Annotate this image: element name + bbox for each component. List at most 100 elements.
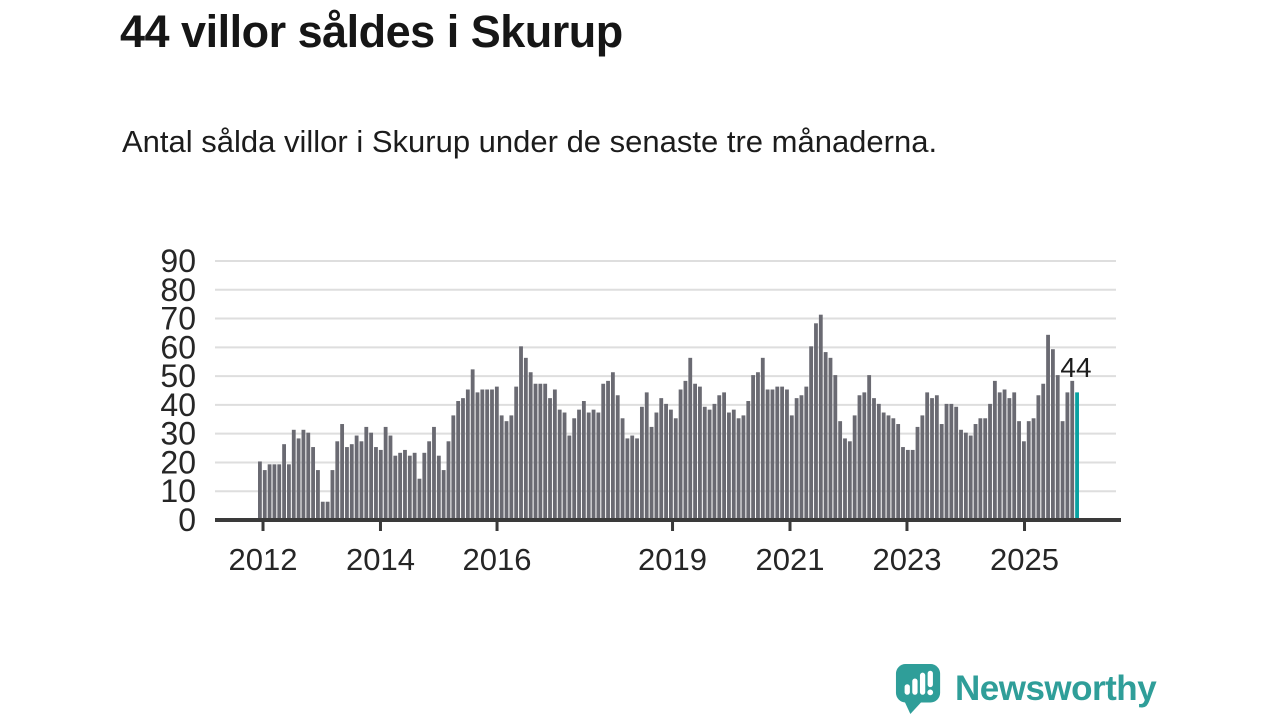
- bar: [562, 412, 567, 520]
- bar: [818, 314, 823, 520]
- last-value-label: 44: [1060, 352, 1092, 383]
- bar: [881, 412, 886, 520]
- bar: [441, 470, 446, 520]
- bar: [823, 352, 828, 520]
- bar: [664, 403, 668, 520]
- bar: [857, 395, 862, 520]
- bar: [799, 395, 804, 520]
- bar: [548, 398, 552, 520]
- bar: [407, 455, 412, 520]
- bar: [751, 375, 756, 520]
- y-axis-label: 50: [160, 358, 196, 394]
- bar: [843, 438, 847, 520]
- bar: [659, 398, 664, 520]
- bar: [446, 441, 451, 520]
- bar: [528, 372, 533, 520]
- y-axis-label: 80: [160, 272, 196, 308]
- bar: [1012, 392, 1017, 520]
- bar: [862, 392, 867, 520]
- bar: [669, 409, 673, 520]
- bar: [262, 470, 267, 520]
- bar: [673, 418, 678, 520]
- bar: [789, 415, 794, 520]
- bar: [432, 426, 436, 520]
- bar: [354, 435, 359, 520]
- bar: [615, 395, 620, 520]
- bar: [359, 441, 364, 520]
- bar: [833, 375, 838, 520]
- bar: [364, 426, 369, 520]
- bar: [596, 412, 601, 520]
- bar: [644, 392, 649, 520]
- x-axis-label: 2025: [990, 542, 1059, 577]
- bar: [610, 372, 615, 520]
- bar: [939, 424, 944, 520]
- bar: [533, 383, 538, 520]
- bar: [678, 389, 683, 520]
- bar: [760, 357, 765, 520]
- bar: [591, 409, 596, 520]
- bar: [523, 357, 528, 520]
- bar: [301, 429, 306, 520]
- bar: [543, 383, 548, 520]
- y-axis-label: 30: [160, 416, 196, 452]
- bar: [272, 464, 277, 520]
- bar: [756, 372, 760, 520]
- x-axis-label: 2019: [638, 542, 707, 577]
- x-axis-tick: [261, 522, 265, 531]
- bar: [393, 455, 398, 520]
- x-axis-tick: [1023, 522, 1027, 531]
- bar: [509, 415, 514, 520]
- bar: [451, 415, 456, 520]
- bar: [973, 424, 978, 520]
- bar: [707, 409, 712, 520]
- bar: [436, 455, 441, 520]
- bar: [930, 398, 934, 520]
- x-axis-label: 2023: [872, 542, 941, 577]
- bar: [325, 501, 330, 520]
- bar: [785, 389, 789, 520]
- bar: [876, 403, 881, 520]
- bar: [746, 401, 751, 520]
- bar: [731, 409, 736, 520]
- bar: [456, 401, 461, 520]
- bar: [959, 429, 963, 520]
- bar: [572, 418, 577, 520]
- newsworthy-logo-icon: [895, 664, 941, 714]
- bar: [712, 403, 717, 520]
- bar: [852, 415, 857, 520]
- bar: [925, 392, 930, 520]
- bar: [403, 449, 407, 520]
- bar: [601, 383, 606, 520]
- bar: [683, 380, 688, 520]
- bar: [345, 447, 349, 520]
- bar: [581, 401, 586, 520]
- x-axis-tick: [788, 522, 792, 531]
- x-axis-label: 2012: [229, 542, 298, 577]
- bar: [809, 346, 814, 520]
- bar: [896, 424, 901, 520]
- bar: [412, 452, 417, 520]
- bar: [1060, 421, 1065, 520]
- bar: [639, 406, 644, 520]
- bar: [378, 449, 383, 520]
- bar: [988, 403, 992, 520]
- bar: [287, 464, 291, 520]
- bar: [905, 449, 910, 520]
- bar: [649, 426, 654, 520]
- x-axis: [215, 518, 1121, 531]
- bar: [910, 449, 915, 520]
- y-axis-label: 90: [160, 243, 196, 279]
- bar: [552, 389, 557, 520]
- bar: [630, 435, 635, 520]
- bar: [480, 389, 485, 520]
- bar: [316, 470, 320, 520]
- bar: [1041, 383, 1046, 520]
- bar: [388, 435, 393, 520]
- bar: [727, 412, 731, 520]
- bar: [1065, 392, 1070, 520]
- bar: [461, 398, 465, 520]
- bar: [567, 435, 572, 520]
